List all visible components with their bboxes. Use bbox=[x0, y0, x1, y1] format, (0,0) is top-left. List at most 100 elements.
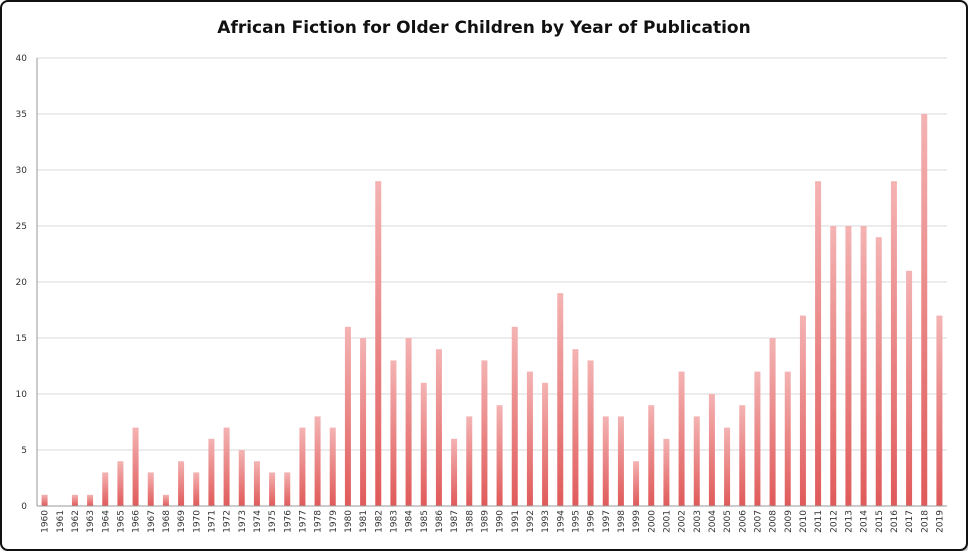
bar bbox=[542, 382, 549, 506]
bar bbox=[481, 360, 488, 506]
x-tick-label: 2018 bbox=[920, 510, 930, 533]
y-tick-label: 15 bbox=[16, 334, 27, 344]
x-tick-label: 2013 bbox=[844, 510, 854, 533]
bar bbox=[284, 472, 291, 506]
y-tick-label: 5 bbox=[21, 446, 27, 456]
bar bbox=[314, 416, 321, 506]
x-tick-label: 1965 bbox=[116, 510, 126, 533]
x-tick-label: 1960 bbox=[41, 510, 51, 533]
bar bbox=[41, 494, 48, 506]
x-tick-label: 2004 bbox=[708, 510, 718, 533]
x-tick-label: 2015 bbox=[875, 510, 885, 533]
x-tick-label: 1989 bbox=[480, 510, 490, 533]
bar bbox=[253, 461, 260, 506]
bar bbox=[663, 438, 670, 506]
bar bbox=[693, 416, 700, 506]
bar bbox=[906, 270, 913, 506]
bar bbox=[860, 226, 867, 506]
x-tick-label: 2012 bbox=[829, 510, 839, 533]
x-tick-label: 1984 bbox=[405, 510, 415, 533]
bar bbox=[799, 315, 806, 506]
bar bbox=[936, 315, 943, 506]
bar bbox=[617, 416, 624, 506]
bar bbox=[193, 472, 200, 506]
bar bbox=[587, 360, 594, 506]
bar bbox=[435, 349, 442, 506]
x-axis-ticks: 1960 1961 1962 1963 1964 1965 1966 1967 1968 1969… bbox=[41, 510, 946, 533]
x-tick-label: 1975 bbox=[268, 510, 278, 533]
x-tick-label: 1969 bbox=[177, 510, 187, 533]
bar bbox=[678, 371, 685, 506]
bar bbox=[162, 494, 169, 506]
bar bbox=[299, 427, 306, 506]
x-tick-label: 1990 bbox=[496, 510, 506, 533]
x-tick-label: 1982 bbox=[374, 510, 384, 533]
x-tick-label: 1983 bbox=[389, 510, 399, 533]
x-tick-label: 2001 bbox=[662, 510, 672, 533]
bar bbox=[208, 438, 215, 506]
bar bbox=[344, 326, 351, 506]
x-tick-label: 2010 bbox=[799, 510, 809, 533]
bar bbox=[557, 293, 564, 506]
bar bbox=[375, 181, 382, 506]
y-tick-label: 35 bbox=[16, 110, 27, 120]
bar bbox=[102, 472, 109, 506]
bar bbox=[890, 181, 897, 506]
x-tick-label: 1996 bbox=[587, 510, 597, 533]
chart-title: African Fiction for Older Children by Ye… bbox=[217, 18, 751, 38]
x-tick-label: 1995 bbox=[571, 510, 581, 533]
bar bbox=[830, 226, 837, 506]
x-tick-label: 1976 bbox=[283, 510, 293, 533]
x-tick-label: 2017 bbox=[905, 510, 915, 533]
x-tick-label: 2002 bbox=[678, 510, 688, 533]
bar bbox=[117, 461, 124, 506]
bars bbox=[41, 114, 943, 506]
bar bbox=[496, 405, 503, 506]
x-tick-label: 1991 bbox=[511, 510, 521, 533]
x-tick-label: 2000 bbox=[647, 510, 657, 533]
x-tick-label: 1988 bbox=[465, 510, 475, 533]
x-tick-label: 1961 bbox=[56, 510, 66, 533]
y-tick-label: 20 bbox=[16, 278, 28, 288]
x-tick-label: 2014 bbox=[860, 510, 870, 533]
y-tick-label: 10 bbox=[16, 390, 28, 400]
x-tick-label: 2006 bbox=[738, 510, 748, 533]
bar bbox=[739, 405, 746, 506]
bar bbox=[71, 494, 78, 506]
y-tick-label: 25 bbox=[16, 222, 27, 232]
bar bbox=[147, 472, 154, 506]
bar bbox=[724, 427, 731, 506]
x-tick-label: 1997 bbox=[602, 510, 612, 533]
bar bbox=[87, 494, 94, 506]
x-tick-label: 2016 bbox=[890, 510, 900, 533]
x-tick-label: 1998 bbox=[617, 510, 627, 533]
x-tick-label: 2009 bbox=[784, 510, 794, 533]
x-tick-label: 1979 bbox=[329, 510, 339, 533]
bar bbox=[466, 416, 473, 506]
bar bbox=[921, 114, 928, 506]
x-tick-label: 1981 bbox=[359, 510, 369, 533]
gridlines bbox=[37, 57, 947, 451]
x-tick-label: 1972 bbox=[223, 510, 233, 533]
x-tick-label: 2007 bbox=[753, 510, 763, 533]
bar bbox=[329, 427, 336, 506]
x-tick-label: 1987 bbox=[450, 510, 460, 533]
x-tick-label: 1968 bbox=[162, 510, 172, 533]
x-tick-label: 2003 bbox=[693, 510, 703, 533]
bar bbox=[360, 338, 367, 506]
bar bbox=[845, 226, 852, 506]
bar bbox=[238, 450, 245, 506]
bar bbox=[572, 349, 579, 506]
x-tick-label: 1967 bbox=[147, 510, 157, 533]
x-tick-label: 2008 bbox=[769, 510, 779, 533]
bar bbox=[769, 338, 776, 506]
x-tick-label: 1977 bbox=[298, 510, 308, 533]
y-axis-ticks: 0 5 10 15 20 25 30 35 40 bbox=[16, 54, 28, 512]
x-tick-label: 1970 bbox=[192, 510, 202, 533]
x-tick-label: 1974 bbox=[253, 510, 263, 533]
bar bbox=[754, 371, 761, 506]
bar bbox=[633, 461, 640, 506]
x-tick-label: 1994 bbox=[556, 510, 566, 533]
bar bbox=[602, 416, 609, 506]
x-tick-label: 1966 bbox=[132, 510, 142, 533]
